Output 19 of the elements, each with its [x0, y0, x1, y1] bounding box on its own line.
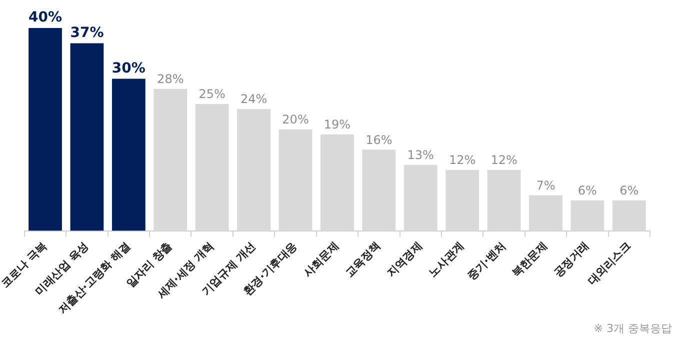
data-label: 19% [324, 118, 351, 132]
data-label: 24% [240, 92, 268, 106]
data-label: 28% [157, 72, 184, 86]
data-label: 40% [28, 10, 62, 26]
data-label: 12% [490, 153, 518, 168]
bar [112, 78, 146, 231]
data-label: 12% [448, 153, 476, 168]
data-label: 13% [407, 148, 434, 162]
text: ※ 3개 중복응답 [594, 321, 672, 336]
data-label: 30% [112, 60, 146, 76]
data-label: 37% [70, 24, 104, 41]
bar [28, 28, 62, 231]
data-label: 25% [198, 87, 226, 102]
data-label: 6% [620, 183, 639, 198]
data-label: 7% [536, 178, 556, 192]
bar [70, 43, 104, 231]
data-label: 6% [578, 183, 597, 198]
data-label: 16% [366, 132, 392, 147]
data-label: 20% [282, 112, 309, 127]
